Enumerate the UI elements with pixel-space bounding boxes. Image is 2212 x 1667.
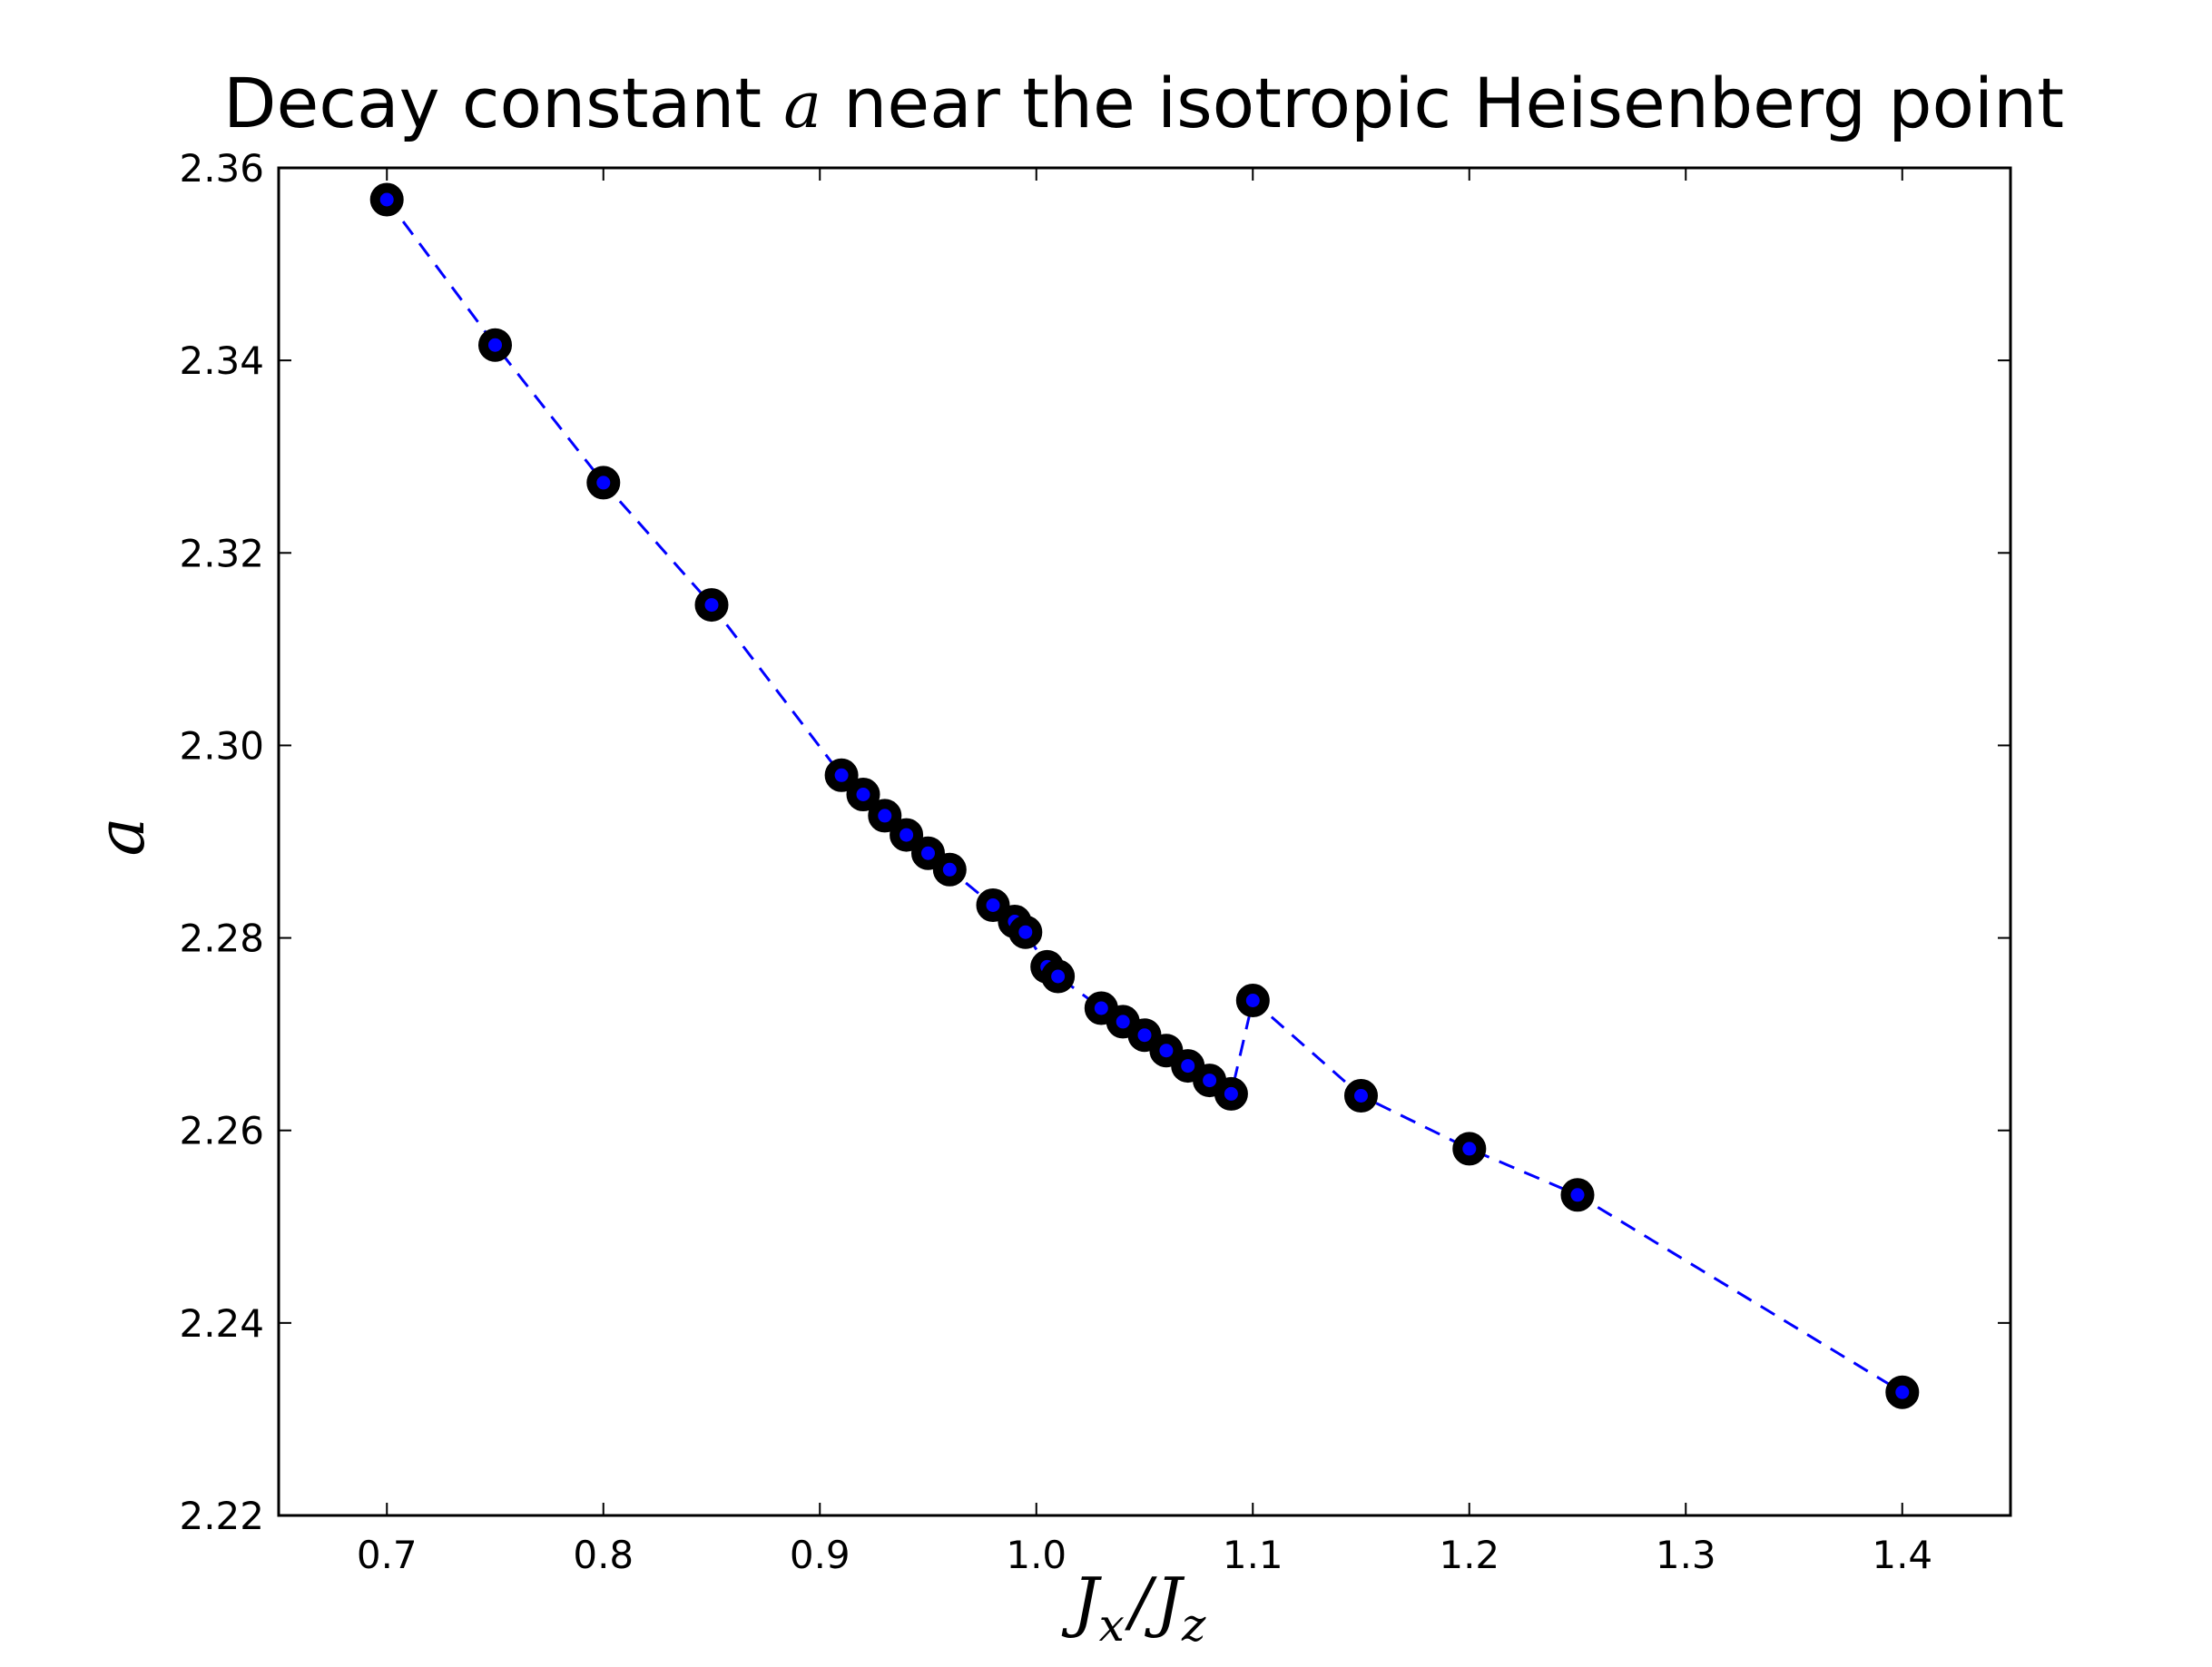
title-math-symbol: a (783, 68, 821, 142)
y-tick-label: 2.22 (179, 1494, 264, 1538)
data-point (369, 182, 404, 217)
x-tick-label: 1.3 (1656, 1533, 1716, 1577)
x-tick-label: 0.9 (790, 1533, 850, 1577)
axis-ticks: 0.7 0.8 0.9 1.0 1.1 1.2 1.3 1.4 2.22 2.24 2.26 2.28… (179, 146, 2010, 1577)
data-markers (369, 182, 1920, 1409)
data-point (1041, 959, 1076, 994)
data-point (1214, 1076, 1248, 1111)
plot-frame (277, 166, 2012, 1517)
data-point (1149, 1034, 1184, 1068)
y-tick-label: 2.32 (179, 531, 264, 575)
data-point (932, 852, 967, 887)
x-tick-label: 0.8 (573, 1533, 634, 1577)
data-point (1560, 1178, 1595, 1212)
data-point (890, 818, 924, 852)
x-tick-label: 0.7 (357, 1533, 418, 1577)
y-tick-label: 2.24 (179, 1301, 264, 1346)
x-tick-label: 1.4 (1872, 1533, 1932, 1577)
chart-title: Decay constant a near the isotropic Heis… (223, 63, 2064, 143)
data-point (911, 836, 945, 870)
data-point (694, 588, 729, 623)
data-point (1008, 915, 1043, 949)
data-point (1235, 984, 1270, 1017)
x-tick-label: 1.0 (1006, 1533, 1067, 1577)
y-tick-label: 2.26 (179, 1109, 264, 1153)
series-line (385, 199, 1903, 1394)
y-tick-label: 2.30 (179, 723, 264, 768)
series-line-group (385, 199, 1903, 1394)
x-axis-label: Jx/Jz (1061, 1564, 1206, 1652)
data-point (1127, 1018, 1162, 1053)
x-tick-label: 1.2 (1439, 1533, 1499, 1577)
y-tick-label: 2.28 (179, 917, 264, 961)
data-point (824, 758, 859, 792)
x-tick-label: 1.1 (1223, 1533, 1283, 1577)
data-point (478, 328, 512, 362)
data-point (1344, 1079, 1378, 1113)
y-tick-label: 2.34 (179, 338, 264, 383)
data-point (976, 888, 1010, 922)
y-tick-label: 2.36 (179, 146, 264, 191)
data-point (868, 799, 902, 833)
data-point (846, 778, 880, 811)
data-point (1885, 1375, 1920, 1409)
data-point (1171, 1049, 1205, 1084)
y-axis-label: a (83, 818, 159, 857)
data-point (1452, 1132, 1487, 1166)
data-point (586, 466, 621, 500)
